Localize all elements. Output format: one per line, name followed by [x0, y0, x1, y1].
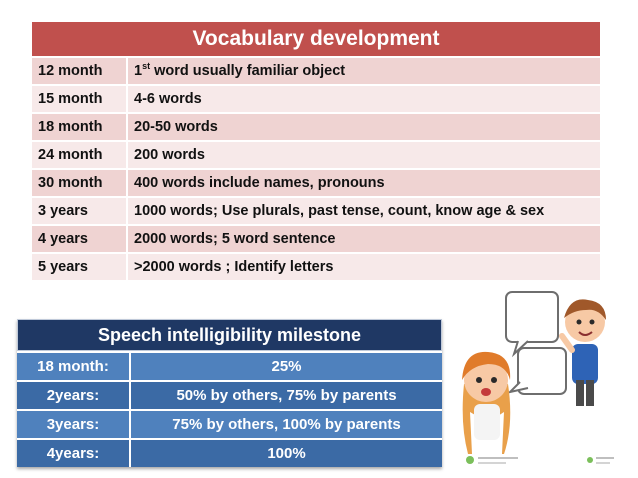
description-cell: 200 words	[134, 147, 205, 163]
description-cell: 1000 words; Use plurals, past tense, cou…	[134, 203, 545, 219]
intelligibility-rows: 18 month: 25% 2years: 50% by others, 75%…	[17, 351, 442, 467]
vocabulary-table: Vocabulary development 12 month 1st word…	[32, 22, 600, 282]
description-cell: 20-50 words	[134, 119, 218, 135]
speech-bubble-icon	[505, 291, 559, 358]
kids-talking-illustration	[462, 291, 614, 464]
table-row: 4 years 2000 words; 5 word sentence	[32, 226, 600, 254]
girl-character-icon	[462, 351, 511, 454]
age-cell: 30 month	[32, 170, 128, 196]
table-row: 4years: 100%	[17, 438, 442, 467]
age-cell: 5 years	[32, 254, 128, 280]
intelligibility-value: 75% by others, 100% by parents	[172, 416, 401, 433]
description-cell: >2000 words ; Identify letters	[134, 259, 334, 275]
age-cell: 4years:	[17, 440, 131, 467]
age-cell: 12 month	[32, 58, 128, 84]
boy-character-icon	[559, 299, 606, 406]
intelligibility-value: 25%	[271, 358, 302, 375]
ordinal-number: 1	[134, 63, 143, 79]
age-cell: 3 years	[32, 198, 128, 224]
age-cell: 18 month:	[17, 353, 131, 380]
table-row: 15 month 4-6 words	[32, 86, 600, 114]
description-text: word usually familiar object	[150, 63, 346, 79]
age-cell: 15 month	[32, 86, 128, 112]
table-row: 30 month 400 words include names, pronou…	[32, 170, 600, 198]
intelligibility-table: Speech intelligibility milestone 18 mont…	[17, 319, 442, 467]
intelligibility-value: 100%	[267, 445, 306, 462]
table-row: 24 month 200 words	[32, 142, 600, 170]
table-row: 3 years 1000 words; Use plurals, past te…	[32, 198, 600, 226]
table-row: 3years: 75% by others, 100% by parents	[17, 409, 442, 438]
description-cell: 2000 words; 5 word sentence	[134, 231, 336, 247]
age-cell: 3years:	[17, 411, 131, 438]
age-cell: 4 years	[32, 226, 128, 252]
table-row: 12 month 1st word usually familiar objec…	[32, 58, 600, 86]
table-row: 18 month: 25%	[17, 351, 442, 380]
intelligibility-title: Speech intelligibility milestone	[17, 319, 442, 351]
description-cell: 1st word usually familiar object	[128, 58, 600, 84]
speech-bubble-icon	[506, 347, 567, 395]
age-cell: 18 month	[32, 114, 128, 140]
intelligibility-value: 50% by others, 75% by parents	[176, 387, 397, 404]
description-cell: 4-6 words	[134, 91, 202, 107]
age-cell: 24 month	[32, 142, 128, 168]
table-row: 18 month 20-50 words	[32, 114, 600, 142]
table-row: 5 years >2000 words ; Identify letters	[32, 254, 600, 282]
table-row: 2years: 50% by others, 75% by parents	[17, 380, 442, 409]
vocabulary-title: Vocabulary development	[32, 22, 600, 58]
ordinal-suffix: st	[142, 61, 151, 71]
stock-watermark-icon	[466, 456, 614, 464]
description-cell: 400 words include names, pronouns	[134, 175, 385, 191]
vocabulary-rows: 12 month 1st word usually familiar objec…	[32, 58, 600, 282]
age-cell: 2years:	[17, 382, 131, 409]
